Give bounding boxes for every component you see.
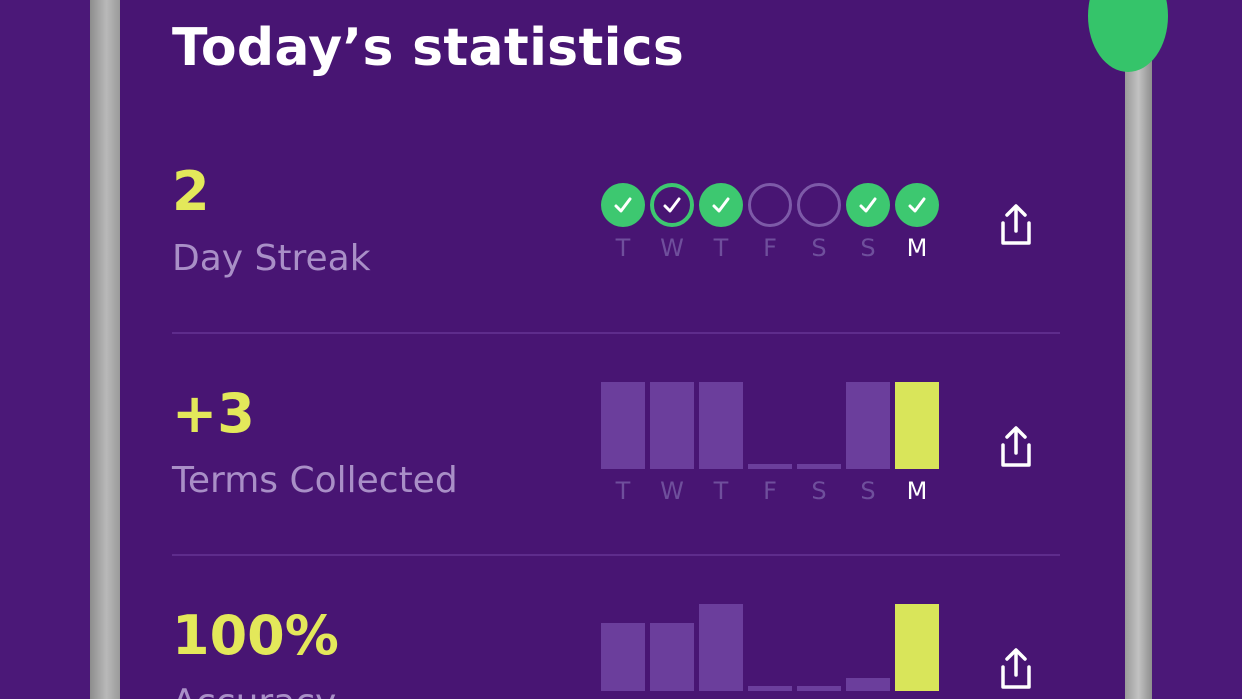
day-label: M <box>906 234 928 262</box>
chart-bar <box>748 464 792 469</box>
check-icon <box>908 197 926 213</box>
day-label: M <box>906 477 928 505</box>
day-label: S <box>811 477 827 505</box>
day-label: W <box>660 234 684 262</box>
streak-day-dot <box>797 183 841 227</box>
check-icon <box>614 197 632 213</box>
share-icon <box>1001 426 1031 467</box>
share-terms-button[interactable] <box>996 425 1036 471</box>
check-icon <box>859 197 877 213</box>
accuracy-value: 100% <box>172 604 339 667</box>
share-icon <box>1001 204 1031 245</box>
device-frame-right <box>1125 0 1152 699</box>
terms-label: Terms Collected <box>172 460 458 501</box>
accuracy-label: Accuracy <box>172 682 336 699</box>
chart-bar <box>650 382 694 469</box>
terms-value: +3 <box>172 382 255 445</box>
chart-bar <box>895 604 939 691</box>
page-title: Today’s statistics <box>172 18 685 78</box>
day-label: T <box>713 234 729 262</box>
chart-bar <box>895 382 939 469</box>
day-label: S <box>860 477 876 505</box>
device-frame-left <box>90 0 120 699</box>
share-accuracy-button[interactable] <box>996 647 1036 693</box>
chart-bar <box>699 382 743 469</box>
day-label: S <box>860 234 876 262</box>
chart-bar <box>699 604 743 691</box>
chart-bar <box>846 678 890 691</box>
day-label: T <box>615 234 631 262</box>
day-label: T <box>615 477 631 505</box>
day-label: F <box>763 477 777 505</box>
chart-bar <box>601 623 645 691</box>
streak-value: 2 <box>172 160 210 223</box>
streak-day-dot <box>748 183 792 227</box>
streak-day-dot <box>895 183 939 227</box>
share-streak-button[interactable] <box>996 203 1036 249</box>
chart-bar <box>748 686 792 691</box>
chart-bar <box>797 686 841 691</box>
check-icon <box>712 197 730 213</box>
streak-day-dot <box>699 183 743 227</box>
day-label: S <box>811 234 827 262</box>
chart-bar <box>650 623 694 691</box>
streak-day-dot <box>846 183 890 227</box>
chart-bar <box>846 382 890 469</box>
share-icon <box>1001 648 1031 689</box>
streak-label: Day Streak <box>172 238 371 279</box>
row-divider <box>172 554 1060 556</box>
streak-day-dot <box>650 183 694 227</box>
day-label: F <box>763 234 777 262</box>
chart-bar <box>797 464 841 469</box>
day-label: T <box>713 477 729 505</box>
streak-day-dot <box>601 183 645 227</box>
chart-bar <box>601 382 645 469</box>
statistics-card <box>120 0 1125 699</box>
day-label: W <box>660 477 684 505</box>
row-divider <box>172 332 1060 334</box>
check-icon <box>663 197 681 213</box>
